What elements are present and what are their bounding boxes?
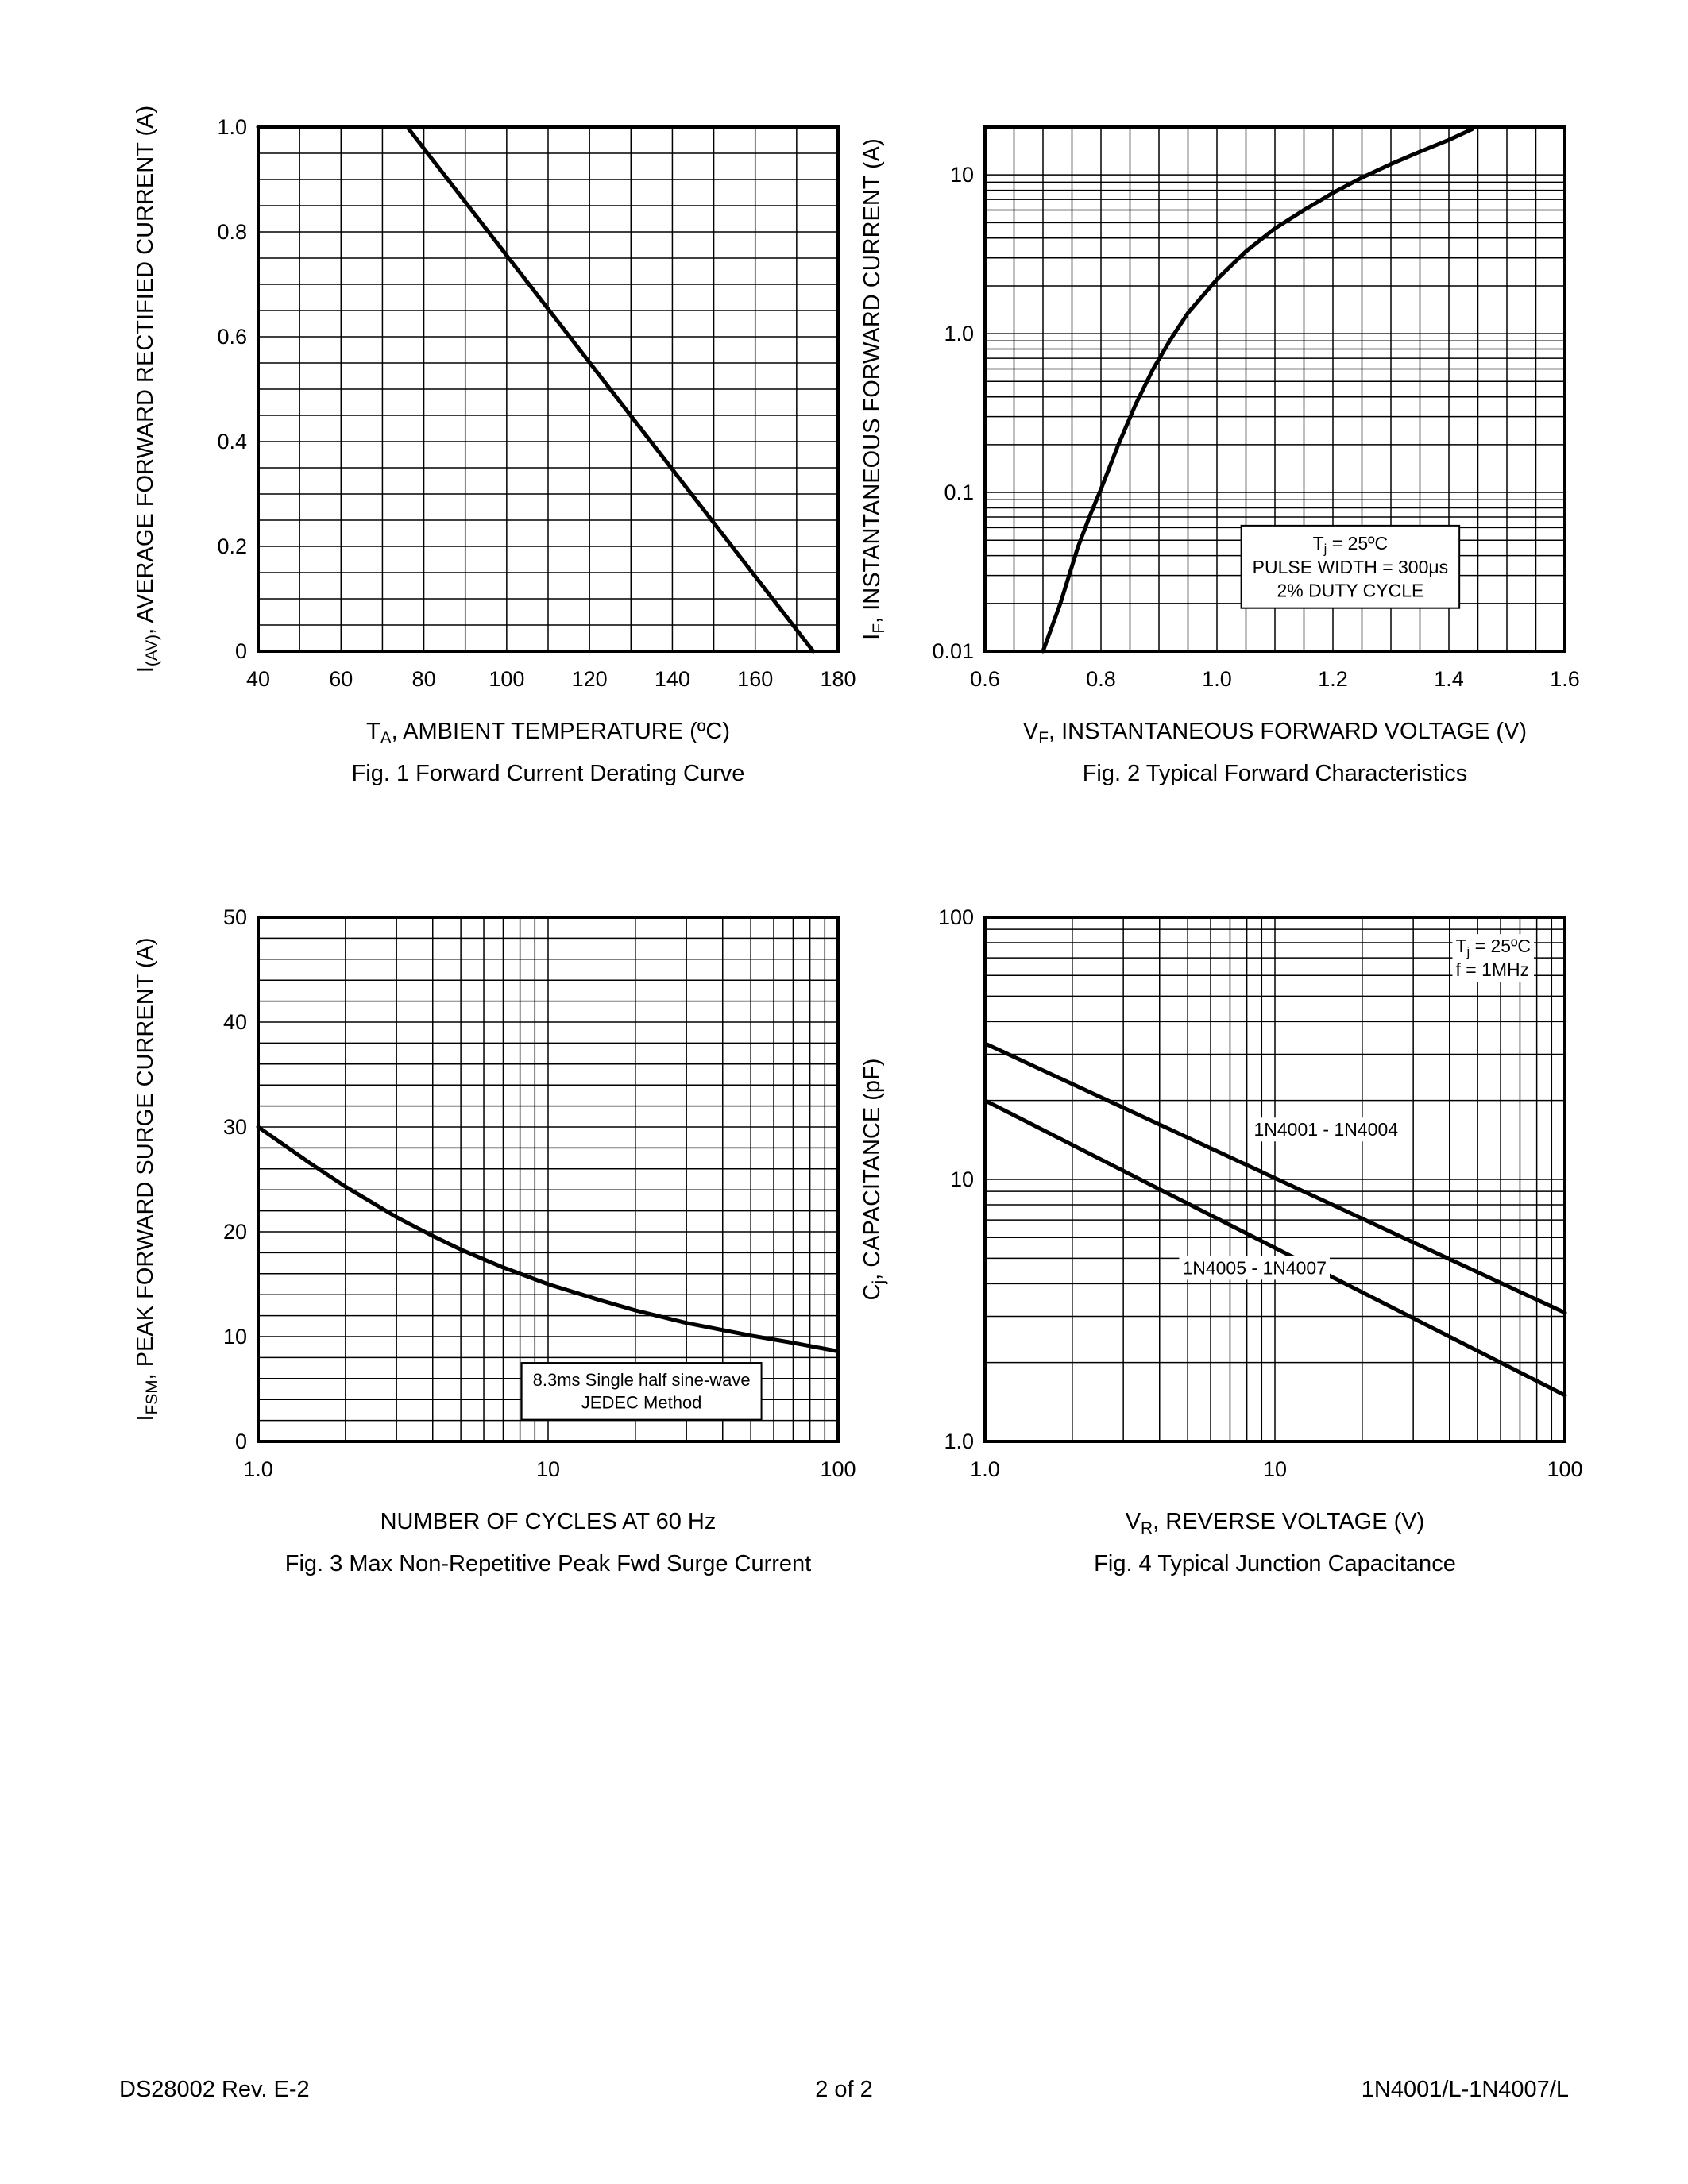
fig3-x-tick: 10: [536, 1457, 560, 1481]
fig1-plot-border: [257, 125, 840, 653]
fig1-x-tick: 160: [737, 667, 773, 691]
footer-part-numbers: 1N4001/L-1N4007/L: [1361, 2077, 1569, 2102]
fig1-chart-canvas: 40 60 80 100 120 140 160 180 0 0.2 0.4 0.6 0.8 1.0 TA,…: [133, 106, 856, 747]
figure-1-forward-current-derating: 40 60 80 100 120 140 160 180 0 0.2 0.4 0.6 0.8 1.0 TA,…: [119, 91, 866, 787]
fig2-x-tick: 1.4: [1434, 667, 1464, 691]
fig1-y-tick: 1.0: [217, 115, 247, 139]
fig3-x-axis-title: NUMBER OF CYCLES AT 60 Hz: [380, 1509, 717, 1534]
fig3-y-tick: 50: [223, 905, 247, 929]
fig1-y-tick: 0: [235, 639, 247, 663]
fig4-annotation: 1N4005 - 1N4007: [1179, 1256, 1331, 1280]
fig2-series-forward-characteristic: [1041, 127, 1474, 654]
figure-3-peak-surge-current: 8.3ms Single half sine-wave JEDEC Method 1…: [119, 882, 866, 1577]
fig1-x-axis-title: TA, AMBIENT TEMPERATURE (ºC): [366, 719, 730, 747]
fig2-grid: [984, 126, 1566, 652]
fig3-y-tick: 40: [223, 1010, 247, 1034]
fig3-chart-canvas: 8.3ms Single half sine-wave JEDEC Method 1…: [133, 905, 856, 1534]
fig1-y-axis-title: I(AV), AVERAGE FORWARD RECTIFIED CURRENT…: [133, 106, 161, 673]
fig3-series-surge-current: [256, 1125, 840, 1353]
fig1-y-tick: 0.4: [217, 430, 247, 453]
fig1-caption: Fig. 1 Forward Current Derating Curve: [351, 761, 745, 786]
fig2-x-tick: 1.6: [1550, 667, 1580, 691]
fig4-annotation: 1N4001 - 1N4004: [1250, 1117, 1402, 1142]
fig3-plot-border: [257, 916, 840, 1443]
fig4-caption: Fig. 4 Typical Junction Capacitance: [1094, 1551, 1456, 1576]
fig4-x-tick: 100: [1547, 1457, 1582, 1481]
fig4-x-tick: 10: [1263, 1457, 1287, 1481]
page-footer: DS28002 Rev. E-2 2 of 2 1N4001/L-1N4007/…: [119, 2077, 1569, 2103]
annotation-line: PULSE WIDTH = 300μs: [1253, 557, 1449, 577]
fig3-y-axis-title: IFSM, PEAK FORWARD SURGE CURRENT (A): [133, 937, 161, 1421]
fig4-y-axis-title: Cj, CAPACITANCE (pF): [859, 1059, 888, 1301]
fig2-annotation-box: [1240, 524, 1461, 609]
fig2-x-axis-title: VF, INSTANTANEOUS FORWARD VOLTAGE (V): [1023, 719, 1527, 747]
fig3-annotation-box: [520, 1362, 763, 1421]
annotation-line: 2% DUTY CYCLE: [1277, 581, 1423, 601]
fig2-y-tick: 10: [950, 163, 974, 187]
annotation-line: Tj = 25ºC: [1455, 936, 1531, 959]
fig1-grid: [257, 126, 839, 652]
fig1-x-tick: 100: [489, 667, 524, 691]
fig4-annotation-box: [1452, 934, 1535, 982]
fig1-x-tick: 60: [329, 667, 353, 691]
fig4-annotation-box: [1250, 1117, 1402, 1142]
fig2-y-axis-title: IF, INSTANTANEOUS FORWARD CURRENT (A): [859, 138, 888, 639]
fig3-y-tick: 30: [223, 1115, 247, 1139]
annotation-line: f = 1MHz: [1455, 959, 1529, 980]
fig2-x-tick: 1.2: [1318, 667, 1348, 691]
fig3-caption: Fig. 3 Max Non-Repetitive Peak Fwd Surge…: [284, 1551, 812, 1576]
annotation-line: JEDEC Method: [581, 1393, 702, 1413]
fig2-plot-border: [983, 125, 1566, 653]
annotation-line: 1N4001 - 1N4004: [1253, 1119, 1398, 1140]
fig2-y-tick: 1.0: [944, 322, 974, 345]
fig4-y-tick: 1.0: [944, 1430, 974, 1453]
footer-doc-number: DS28002 Rev. E-2: [119, 2077, 310, 2102]
fig3-annotation: 8.3ms Single half sine-wave JEDEC Method: [520, 1362, 763, 1421]
fig2-y-tick: 0.01: [932, 639, 974, 663]
fig4-plot-border: [983, 916, 1566, 1443]
fig2-y-tick: 0.1: [944, 480, 974, 504]
annotation-line: 1N4005 - 1N4007: [1182, 1257, 1327, 1278]
fig4-series-1N4001-1N4004: [983, 1041, 1567, 1315]
fig4-x-tick: 1.0: [970, 1457, 1000, 1481]
fig4-y-tick: 100: [938, 905, 974, 929]
fig3-x-tick: 100: [820, 1457, 856, 1481]
figure-2-forward-characteristics: Tj = 25ºC PULSE WIDTH = 300μs 2% DUTY CYCL…: [846, 91, 1593, 787]
fig3-y-tick: 0: [235, 1430, 247, 1453]
fig1-x-tick: 40: [246, 667, 270, 691]
fig3-y-tick: 10: [223, 1325, 247, 1349]
fig4-annotation-box: [1179, 1256, 1331, 1280]
fig2-x-tick: 1.0: [1202, 667, 1232, 691]
fig1-x-tick: 120: [572, 667, 608, 691]
fig4-y-tick: 10: [950, 1167, 974, 1191]
fig4-x-axis-title: VR, REVERSE VOLTAGE (V): [1126, 1509, 1425, 1538]
fig2-x-tick: 0.8: [1086, 667, 1116, 691]
annotation-line: Tj = 25ºC: [1313, 533, 1389, 557]
fig2-caption: Fig. 2 Typical Forward Characteristics: [1082, 761, 1468, 786]
fig4-series-1N4005-1N4007: [983, 1098, 1567, 1398]
figure-4-junction-capacitance: Tj = 25ºC f = 1MHz 1N4001 - 1N4004 1N4005 -…: [846, 882, 1593, 1577]
fig1-y-tick: 0.8: [217, 220, 247, 244]
fig1-x-tick: 140: [655, 667, 690, 691]
fig1-y-tick: 0.2: [217, 534, 247, 558]
fig3-x-tick: 1.0: [243, 1457, 273, 1481]
fig1-x-tick: 80: [412, 667, 436, 691]
fig1-y-tick: 0.6: [217, 325, 247, 349]
fig2-x-tick: 0.6: [970, 667, 1000, 691]
annotation-line: 8.3ms Single half sine-wave: [533, 1370, 751, 1390]
footer-page-number: 2 of 2: [815, 2077, 873, 2102]
fig3-y-tick: 20: [223, 1220, 247, 1244]
fig1-x-tick: 180: [820, 667, 856, 691]
